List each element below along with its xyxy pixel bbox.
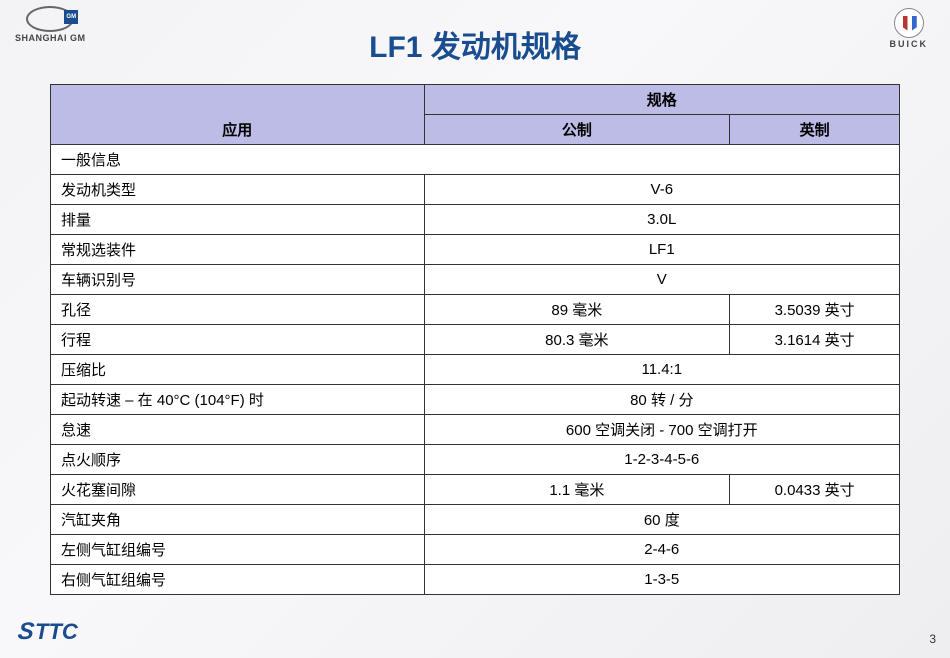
footer-logo: STTC: [18, 618, 78, 646]
value-cell: 60 度: [424, 505, 899, 535]
imperial-cell: 3.5039 英寸: [730, 295, 900, 325]
header-application: 应用: [51, 85, 425, 145]
header-imperial: 英制: [730, 115, 900, 145]
label-cell: 行程: [51, 325, 425, 355]
gm-badge-icon: GM: [64, 10, 78, 24]
spec-table: 应用 规格 公制 英制 一般信息发动机类型V-6排量3.0L常规选装件LF1车辆…: [50, 84, 900, 595]
page-number: 3: [929, 632, 936, 646]
table-row: 行程80.3 毫米3.1614 英寸: [51, 325, 900, 355]
table-row: 点火顺序1-2-3-4-5-6: [51, 445, 900, 475]
metric-cell: 1.1 毫米: [424, 475, 730, 505]
value-cell: 3.0L: [424, 205, 899, 235]
table-row: 火花塞间隙1.1 毫米0.0433 英寸: [51, 475, 900, 505]
metric-cell: 80.3 毫米: [424, 325, 730, 355]
label-cell: 常规选装件: [51, 235, 425, 265]
value-cell: 600 空调关闭 - 700 空调打开: [424, 415, 899, 445]
label-cell: 压缩比: [51, 355, 425, 385]
table-row: 车辆识别号V: [51, 265, 900, 295]
buick-shield-icon: [894, 8, 924, 38]
table-row: 怠速600 空调关闭 - 700 空调打开: [51, 415, 900, 445]
label-cell: 起动转速 – 在 40°C (104°F) 时: [51, 385, 425, 415]
table-row: 起动转速 – 在 40°C (104°F) 时80 转 / 分: [51, 385, 900, 415]
label-cell: 孔径: [51, 295, 425, 325]
table-row: 右侧气缸组编号1-3-5: [51, 565, 900, 595]
spec-table-container: 应用 规格 公制 英制 一般信息发动机类型V-6排量3.0L常规选装件LF1车辆…: [50, 84, 900, 595]
label-cell: 点火顺序: [51, 445, 425, 475]
value-cell: 1-3-5: [424, 565, 899, 595]
buick-logo: BUICK: [890, 8, 929, 49]
imperial-cell: 0.0433 英寸: [730, 475, 900, 505]
table-row: 常规选装件LF1: [51, 235, 900, 265]
header-metric: 公制: [424, 115, 730, 145]
table-row: 压缩比11.4:1: [51, 355, 900, 385]
value-cell: 2-4-6: [424, 535, 899, 565]
imperial-cell: 3.1614 英寸: [730, 325, 900, 355]
metric-cell: 89 毫米: [424, 295, 730, 325]
buick-text: BUICK: [890, 39, 929, 49]
section-cell: 一般信息: [51, 145, 900, 175]
shanghai-gm-text: SHANGHAI GM: [15, 33, 86, 43]
table-row: 排量3.0L: [51, 205, 900, 235]
gm-badge-text: GM: [66, 14, 76, 20]
header-row-1: 应用 规格: [51, 85, 900, 115]
table-row: 一般信息: [51, 145, 900, 175]
value-cell: V-6: [424, 175, 899, 205]
page-title: LF1 发动机规格: [0, 0, 950, 84]
label-cell: 左侧气缸组编号: [51, 535, 425, 565]
logo-ellipse-icon: GM: [26, 6, 74, 32]
label-cell: 排量: [51, 205, 425, 235]
value-cell: V: [424, 265, 899, 295]
shanghai-gm-logo: GM SHANGHAI GM: [15, 6, 86, 43]
label-cell: 汽缸夹角: [51, 505, 425, 535]
table-row: 左侧气缸组编号2-4-6: [51, 535, 900, 565]
label-cell: 车辆识别号: [51, 265, 425, 295]
value-cell: 11.4:1: [424, 355, 899, 385]
label-cell: 右侧气缸组编号: [51, 565, 425, 595]
label-cell: 发动机类型: [51, 175, 425, 205]
table-row: 孔径89 毫米3.5039 英寸: [51, 295, 900, 325]
table-row: 发动机类型V-6: [51, 175, 900, 205]
value-cell: 80 转 / 分: [424, 385, 899, 415]
header-spec: 规格: [424, 85, 899, 115]
value-cell: LF1: [424, 235, 899, 265]
footer-s-icon: S: [16, 618, 36, 646]
label-cell: 怠速: [51, 415, 425, 445]
footer-text: TTC: [35, 619, 78, 645]
table-row: 汽缸夹角60 度: [51, 505, 900, 535]
table-body: 一般信息发动机类型V-6排量3.0L常规选装件LF1车辆识别号V孔径89 毫米3…: [51, 145, 900, 595]
value-cell: 1-2-3-4-5-6: [424, 445, 899, 475]
label-cell: 火花塞间隙: [51, 475, 425, 505]
